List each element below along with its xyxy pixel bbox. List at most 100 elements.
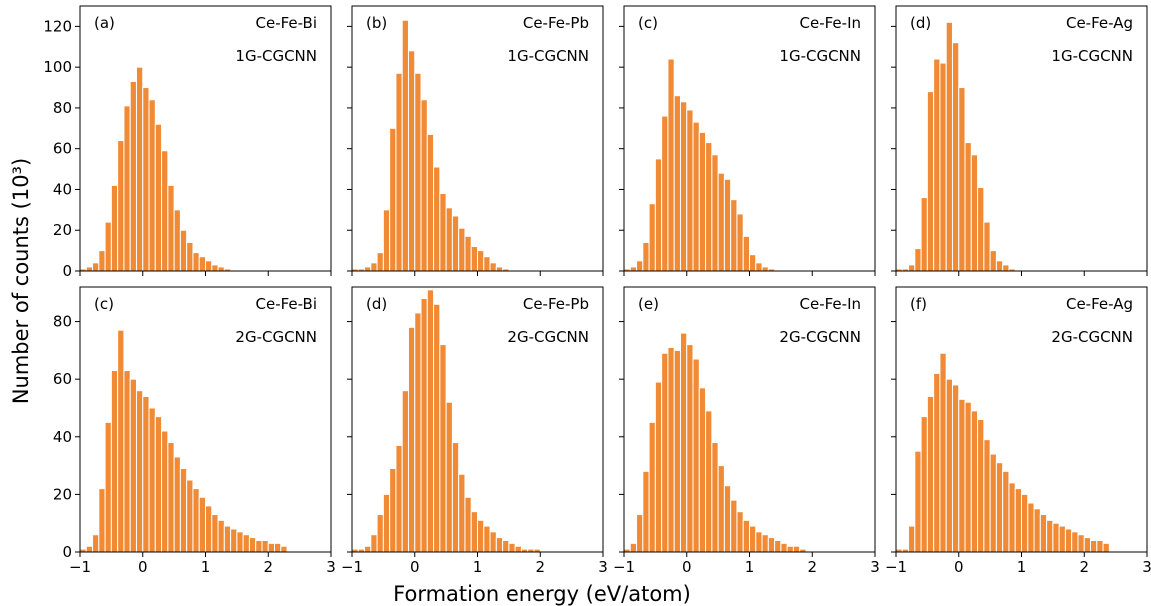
histogram-bar [989,250,997,272]
histogram-bar [445,207,453,272]
histogram-bar [742,235,750,272]
histogram-bar [723,485,732,553]
histogram-bar [920,416,928,553]
histogram-bar [774,539,782,553]
histogram-bar [211,514,219,553]
histogram-bar [192,252,200,272]
histogram-bar [445,401,453,553]
histogram-bar [433,303,441,553]
histogram-bar [261,539,269,553]
histogram-bar [926,395,935,553]
panel-model-label: 1G-CGCNN [779,47,861,65]
panel-tag: (c) [94,295,114,313]
histogram-bar [654,381,663,553]
x-tick-label: 3 [870,558,880,576]
histogram-bar [420,99,428,272]
panel-model-label: 2G-CGCNN [779,328,861,346]
histogram-bar [401,390,409,553]
histogram-bar [686,344,694,553]
histogram-bar [654,158,663,272]
y-tick-label: 40 [53,180,72,198]
histogram-bar [186,241,194,272]
histogram-bar [489,531,497,553]
y-tick-label: 100 [43,58,72,76]
x-tick-label: 2 [535,558,545,576]
histogram-bar [711,442,719,553]
y-tick-label: 60 [53,140,72,158]
histogram-bar [223,525,232,553]
histogram-bar [642,241,650,272]
histogram-bar [1008,482,1016,553]
histogram-bar [1058,525,1066,553]
histogram-bar [123,105,131,272]
panel-tag: (d) [910,14,931,32]
histogram-bar [1090,539,1098,553]
histogram-bar [433,166,441,272]
histogram-bar [698,387,707,553]
histogram-bar [1046,519,1054,553]
histogram-bar [939,352,947,553]
histogram-bar [451,215,460,272]
histogram-bar [667,346,675,553]
histogram-bar [92,534,100,553]
histogram-bar [692,121,700,272]
histogram-bar [767,537,776,553]
histogram-bar [179,467,188,553]
panel-model-label: 2G-CGCNN [235,328,317,346]
histogram-bar [983,439,991,553]
histogram-bar [717,465,725,553]
histogram-bar [1002,264,1010,272]
histogram-bar [964,142,972,272]
histogram-bar [951,384,960,553]
histogram-bar [495,266,504,272]
histogram-bar [661,115,669,272]
histogram-bar [179,229,188,272]
histogram-bar [217,519,225,553]
histogram-bar [1071,531,1079,553]
histogram-panel-2: (b) Ce-Fe-Pb 1G-CGCNN [347,5,604,276]
histogram-panel-4: (d) Ce-Fe-Ag 1G-CGCNN [891,5,1148,276]
histogram-bar [255,539,263,553]
histogram-bar [104,221,112,272]
histogram-bar [148,99,156,272]
histogram-bar [85,545,94,553]
histogram-bar [129,80,137,272]
histogram-bar [464,235,472,272]
histogram-bar [977,419,985,553]
histogram-bar [1033,508,1041,553]
histogram-bar [395,72,403,272]
histogram-bar [945,21,953,272]
histogram-bar [167,442,175,553]
panel-tag: (f) [910,295,927,313]
histogram-bar [755,262,763,272]
histogram-bar [489,262,497,272]
y-tick-label: 20 [53,485,72,503]
histogram-bar [629,542,638,553]
histogram-bar [679,332,688,553]
histogram-bar [926,91,935,272]
histogram-panel-8: −1 0 1 2 3 (f) Ce-Fe-Ag 2G-CGCNN [885,286,1151,576]
histogram-bar [426,289,435,553]
histogram-bar [736,511,744,553]
x-tick-label: 0 [954,558,964,576]
panel-model-label: 1G-CGCNN [1051,47,1133,65]
histogram-bar [1014,488,1022,553]
histogram-bar [908,264,916,272]
y-tick-label: 60 [53,370,72,388]
histogram-bar [192,488,200,553]
histogram-bar [1039,514,1048,553]
histogram-bar [1096,539,1104,553]
histogram-bar [98,250,106,272]
histogram-panel-1: 0 20 40 60 80 100 120 (a) Ce-Fe-Bi 1G-CGCNN [43,5,332,280]
histogram-bar [186,479,194,553]
panel-system-label: Ce-Fe-Pb [523,14,589,32]
histogram-bar [977,186,985,272]
histogram-bar [439,193,447,272]
histogram-bar [951,42,960,272]
panel-system-label: Ce-Fe-In [800,14,862,32]
histogram-bar [426,133,435,272]
histogram-bar [1064,528,1073,553]
panel-system-label: Ce-Fe-Bi [256,295,318,313]
